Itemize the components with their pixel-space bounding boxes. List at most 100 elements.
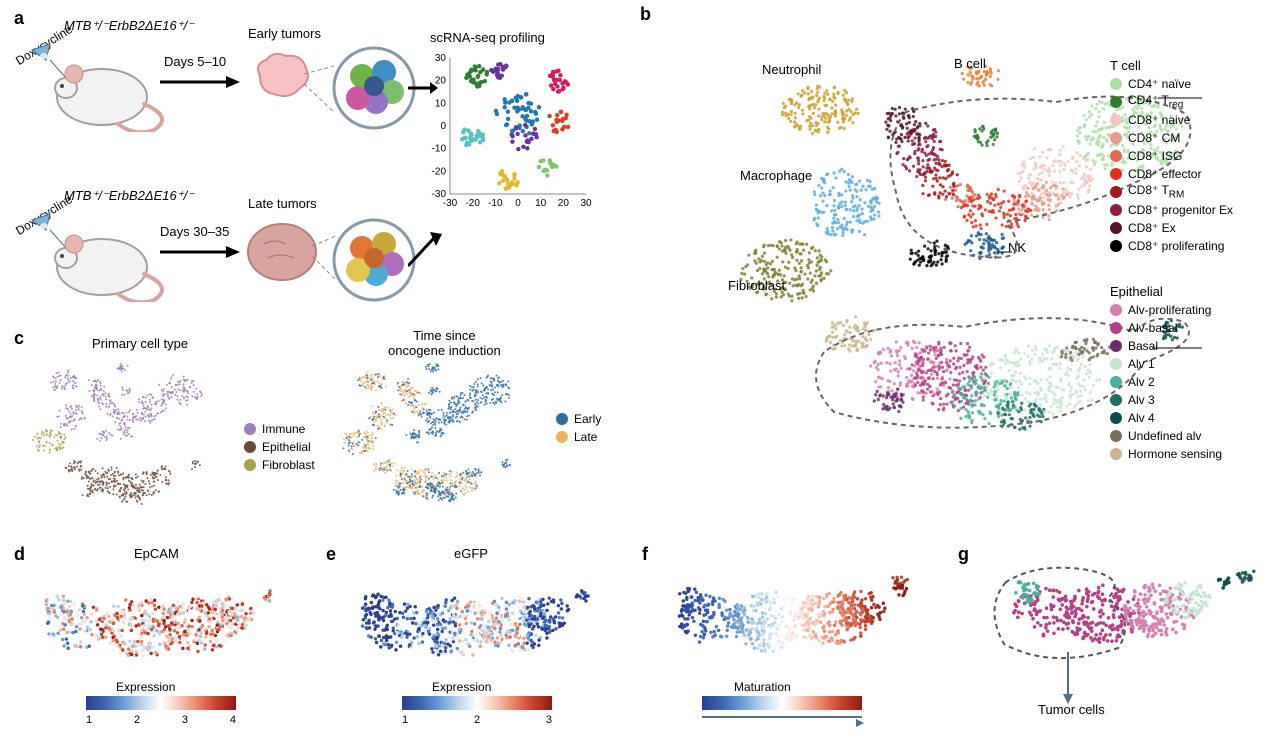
dashed-link-early <box>304 60 344 120</box>
bcell-label: B cell <box>954 56 986 71</box>
legend-swatch <box>1110 304 1122 316</box>
d-title: EpCAM <box>134 546 179 561</box>
legend-label: Hormone sensing <box>1128 447 1222 461</box>
legend-item: CD4⁺ naïve <box>1110 75 1233 93</box>
colorbar-d: 1234 <box>86 696 236 726</box>
primary-legend: ImmuneEpithelialFibroblast <box>244 420 315 474</box>
umap-d <box>20 566 290 686</box>
f-cb-label: Maturation <box>734 680 791 694</box>
primary-type-title: Primary cell type <box>92 336 188 351</box>
legend-label: CD8⁺ proliferating <box>1128 239 1224 253</box>
legend-item: CD8⁺ TRM <box>1110 183 1233 201</box>
legend-label: Alv 4 <box>1128 411 1155 425</box>
legend-label: CD8⁺ progenitor Ex <box>1128 203 1233 217</box>
late-tumors-label: Late tumors <box>248 196 317 211</box>
mouse-late-icon <box>24 212 164 302</box>
svg-text:-20: -20 <box>432 166 447 177</box>
mouse-early-icon <box>24 42 164 132</box>
legend-label: Fibroblast <box>262 458 315 472</box>
svg-text:20: 20 <box>558 198 570 209</box>
legend-swatch <box>244 441 256 453</box>
legend-item: CD8⁺ Ex <box>1110 219 1233 237</box>
panel-label-a: a <box>14 8 24 29</box>
colorbar-e: 123 <box>402 696 552 726</box>
legend-swatch <box>1110 448 1122 460</box>
early-tumors-label: Early tumors <box>248 26 321 41</box>
legend-item: Alv 2 <box>1110 373 1222 391</box>
genotype-top: MTB⁺/⁻ErbB2ΔE16⁺/⁻ <box>64 18 194 34</box>
svg-text:30: 30 <box>435 53 447 64</box>
epi-legend: Epithelial Alv-proliferatingAlv-basalBas… <box>1110 284 1222 463</box>
arrow-into-plot-top <box>408 78 438 98</box>
late-days: Days 30–35 <box>160 224 229 239</box>
legend-label: CD4⁺ Treg <box>1128 93 1183 110</box>
legend-label: Alv 3 <box>1128 393 1155 407</box>
tcell-legend-title: T cell <box>1110 58 1233 73</box>
svg-text:-10: -10 <box>488 198 503 209</box>
arrow-into-plot-bottom <box>408 232 442 272</box>
legend-label: CD4⁺ naïve <box>1128 77 1191 91</box>
legend-item: Hormone sensing <box>1110 445 1222 463</box>
arrow-late-days <box>160 240 240 264</box>
svg-text:0: 0 <box>515 198 521 209</box>
legend-swatch <box>1110 358 1122 370</box>
panel-label-e: e <box>326 544 336 565</box>
early-days: Days 5–10 <box>164 54 226 69</box>
cells-early-icon <box>332 46 416 130</box>
svg-text:-10: -10 <box>432 144 447 155</box>
legend-swatch <box>1110 340 1122 352</box>
legend-label: Alv 2 <box>1128 375 1155 389</box>
late-tumor-icon <box>244 218 322 286</box>
legend-item: Undefined alv <box>1110 427 1222 445</box>
legend-label: Basal <box>1128 339 1158 353</box>
panel-label-c: c <box>14 328 24 349</box>
legend-swatch <box>1110 222 1122 234</box>
umap-e <box>336 566 606 686</box>
legend-swatch <box>1110 150 1122 162</box>
panel-label-d: d <box>14 544 25 565</box>
umap-g <box>968 552 1268 712</box>
legend-item: Basal <box>1110 337 1222 355</box>
legend-swatch <box>1110 186 1122 198</box>
legend-swatch <box>1110 394 1122 406</box>
legend-item: Alv 1 <box>1110 355 1222 373</box>
legend-swatch <box>244 459 256 471</box>
legend-label: Early <box>574 412 601 426</box>
legend-swatch <box>556 413 568 425</box>
mini-scatter-plot: -30-20-100102030-30-20-100102030 <box>424 50 594 220</box>
tcell-legend: T cell CD4⁺ naïve CD4⁺ TregCD8⁺ naive CD8⁺… <box>1110 58 1233 255</box>
legend-item: Late <box>556 428 601 446</box>
legend-item: CD8⁺ naive <box>1110 111 1233 129</box>
legend-swatch <box>1110 412 1122 424</box>
legend-swatch <box>1110 132 1122 144</box>
svg-text:10: 10 <box>535 198 547 209</box>
fibroblast-label: Fibroblast <box>728 278 785 293</box>
legend-swatch <box>1110 78 1122 90</box>
legend-label: CD8⁺ CM <box>1128 131 1180 145</box>
panel-label-f: f <box>642 544 648 565</box>
g-annotation: Tumor cells <box>1038 702 1105 717</box>
legend-item: Fibroblast <box>244 456 315 474</box>
legend-item: CD4⁺ Treg <box>1110 93 1233 111</box>
legend-item: Alv 3 <box>1110 391 1222 409</box>
legend-swatch <box>1110 430 1122 442</box>
legend-label: Alv-proliferating <box>1128 303 1211 317</box>
legend-item: CD8⁺ progenitor Ex <box>1110 201 1233 219</box>
legend-swatch <box>1110 376 1122 388</box>
legend-item: CD8⁺ ISG <box>1110 147 1233 165</box>
legend-swatch <box>1110 168 1122 180</box>
macrophage-label: Macrophage <box>740 168 812 183</box>
legend-swatch <box>1110 96 1122 108</box>
legend-item: Early <box>556 410 601 428</box>
profiling-label: scRNA-seq profiling <box>430 30 545 45</box>
colorbar-f <box>702 696 862 718</box>
legend-swatch <box>556 431 568 443</box>
legend-label: Alv-basal <box>1128 321 1177 335</box>
legend-swatch <box>1110 204 1122 216</box>
genotype-bottom: MTB⁺/⁻ErbB2ΔE16⁺/⁻ <box>64 188 194 204</box>
time-title: Time since oncogene induction <box>388 328 501 358</box>
legend-label: Epithelial <box>262 440 311 454</box>
legend-label: CD8⁺ ISG <box>1128 149 1182 163</box>
legend-label: Late <box>574 430 597 444</box>
legend-label: CD8⁺ TRM <box>1128 183 1184 200</box>
